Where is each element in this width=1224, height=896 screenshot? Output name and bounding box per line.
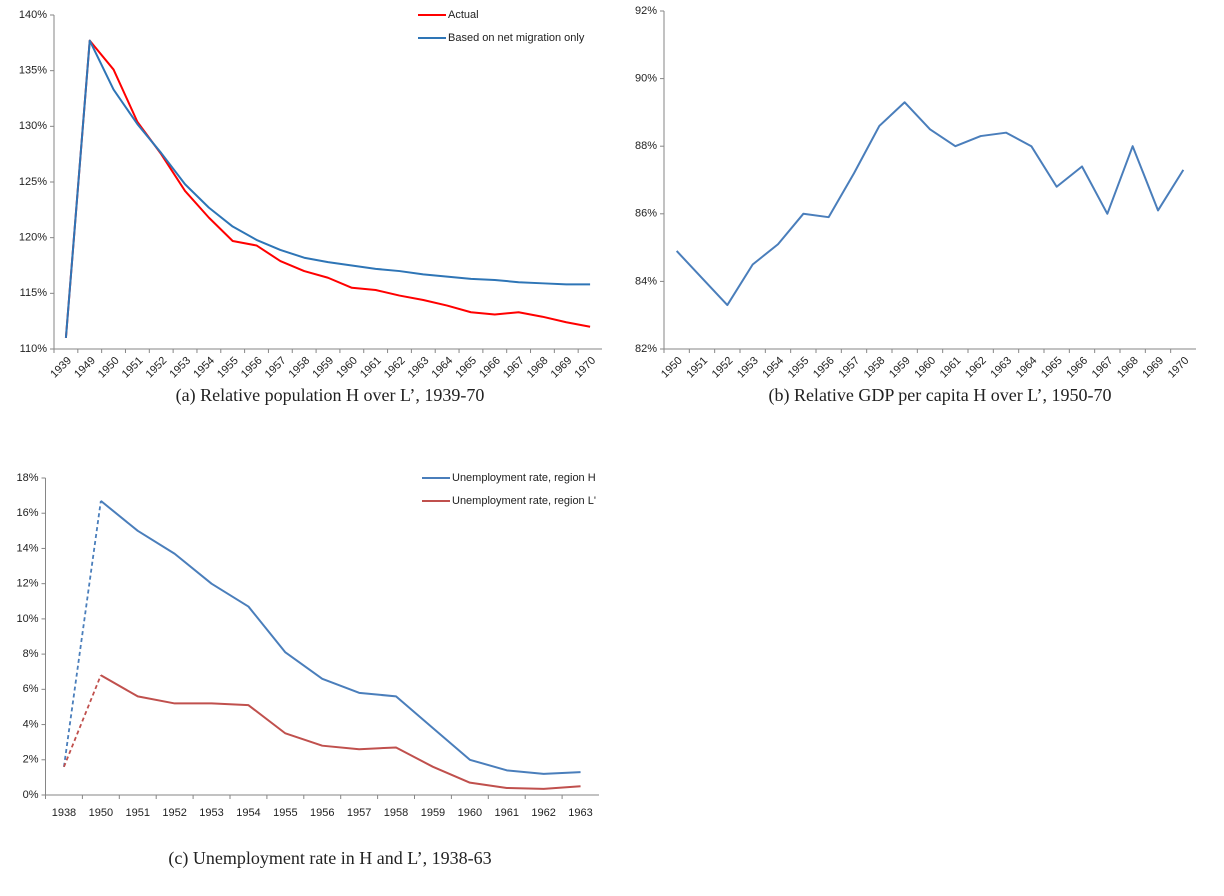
x-tick-label: 1951 (684, 355, 710, 381)
x-tick-label: 1949 (72, 355, 98, 381)
x-tick-label: 1938 (52, 807, 76, 819)
x-tick-label: 1965 (1039, 355, 1065, 381)
y-tick-label: 18% (16, 472, 38, 484)
x-tick-label: 1962 (382, 355, 408, 381)
legend-label: Based on net migration only (448, 32, 585, 44)
x-tick-label: 1950 (89, 807, 113, 819)
series-line (100, 500, 581, 775)
x-tick-label: 1966 (477, 355, 503, 381)
x-tick-label: 1960 (912, 355, 938, 381)
y-tick-label: 115% (20, 287, 48, 299)
x-tick-label: 1961 (495, 807, 519, 819)
x-tick-label: 1939 (48, 355, 74, 381)
y-tick-label: 110% (20, 343, 48, 355)
y-tick-label: 140% (19, 9, 47, 21)
x-tick-label: 1953 (167, 355, 193, 381)
x-tick-label: 1959 (310, 355, 336, 381)
x-tick-label: 1950 (96, 355, 122, 381)
x-tick-label: 1958 (287, 355, 313, 381)
x-tick-label: 1966 (1064, 355, 1090, 381)
x-tick-label: 1968 (1115, 355, 1141, 381)
x-tick-label: 1969 (549, 355, 575, 381)
y-tick-label: 8% (23, 648, 39, 660)
x-tick-label: 1951 (126, 807, 150, 819)
x-tick-label: 1953 (735, 355, 761, 381)
x-tick-label: 1964 (1014, 355, 1040, 381)
x-tick-label: 1953 (199, 807, 223, 819)
y-tick-label: 92% (635, 5, 657, 17)
x-tick-label: 1954 (760, 355, 786, 381)
y-tick-label: 12% (16, 578, 38, 590)
y-tick-label: 90% (635, 73, 657, 85)
x-tick-label: 1961 (938, 355, 964, 381)
y-tick-label: 6% (23, 683, 39, 695)
y-tick-label: 16% (16, 507, 38, 519)
x-tick-label: 1957 (836, 355, 862, 381)
x-tick-label: 1952 (710, 355, 736, 381)
x-tick-label: 1955 (273, 807, 297, 819)
x-tick-label: 1958 (384, 807, 408, 819)
x-tick-label: 1965 (453, 355, 479, 381)
y-tick-label: 125% (19, 176, 47, 188)
y-tick-label: 120% (19, 232, 47, 244)
legend-label: Unemployment rate, region L' (452, 495, 596, 507)
x-tick-label: 1959 (887, 355, 913, 381)
series-line-dashed (63, 500, 102, 767)
y-tick-label: 10% (16, 613, 38, 625)
x-tick-label: 1956 (811, 355, 837, 381)
caption: (a) Relative population H over L’, 1939-… (176, 385, 485, 406)
x-tick-label: 1962 (531, 807, 555, 819)
x-tick-label: 1956 (310, 807, 334, 819)
y-tick-label: 14% (16, 542, 38, 554)
series-line (64, 39, 591, 338)
x-tick-label: 1951 (120, 355, 146, 381)
caption: (b) Relative GDP per capita H over L’, 1… (768, 385, 1111, 406)
x-tick-label: 1970 (1166, 355, 1192, 381)
y-tick-label: 4% (23, 718, 39, 730)
x-tick-label: 1956 (239, 355, 265, 381)
y-tick-label: 88% (635, 140, 657, 152)
x-tick-label: 1950 (659, 355, 685, 381)
x-tick-label: 1954 (191, 355, 217, 381)
series-line (100, 674, 581, 790)
x-tick-label: 1960 (458, 807, 482, 819)
x-tick-label: 1959 (421, 807, 445, 819)
legend-label: Actual (448, 9, 479, 21)
y-tick-label: 84% (635, 275, 657, 287)
y-tick-label: 82% (635, 343, 657, 355)
x-tick-label: 1955 (215, 355, 241, 381)
x-tick-label: 1954 (236, 807, 260, 819)
x-tick-label: 1957 (263, 355, 289, 381)
x-tick-label: 1967 (501, 355, 527, 381)
x-tick-label: 1960 (334, 355, 360, 381)
y-tick-label: 0% (23, 789, 39, 801)
series-line-dashed (63, 674, 102, 768)
y-tick-label: 86% (635, 208, 657, 220)
x-tick-label: 1952 (162, 807, 186, 819)
y-tick-label: 130% (19, 120, 47, 132)
y-tick-label: 135% (19, 65, 47, 77)
x-tick-label: 1957 (347, 807, 371, 819)
x-tick-label: 1963 (406, 355, 432, 381)
x-tick-label: 1967 (1090, 355, 1116, 381)
legend-label: Unemployment rate, region H (452, 472, 596, 484)
series-line (675, 101, 1185, 307)
x-tick-label: 1968 (525, 355, 551, 381)
x-tick-label: 1963 (988, 355, 1014, 381)
x-tick-label: 1964 (430, 355, 456, 381)
x-tick-label: 1958 (862, 355, 888, 381)
caption: (c) Unemployment rate in H and L’, 1938-… (168, 848, 491, 869)
x-tick-label: 1963 (568, 807, 592, 819)
x-tick-label: 1962 (963, 355, 989, 381)
x-tick-label: 1970 (572, 355, 598, 381)
x-tick-label: 1952 (144, 355, 170, 381)
x-tick-label: 1969 (1140, 355, 1166, 381)
series-line (64, 39, 591, 338)
y-tick-label: 2% (23, 754, 39, 766)
x-tick-label: 1955 (786, 355, 812, 381)
x-tick-label: 1961 (358, 355, 384, 381)
